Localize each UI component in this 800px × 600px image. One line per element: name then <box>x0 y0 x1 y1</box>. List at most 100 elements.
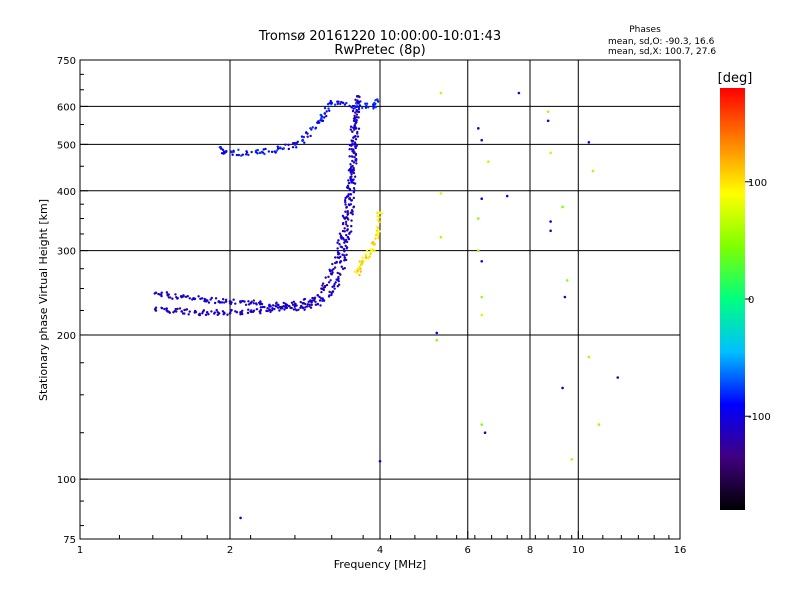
data-point <box>338 232 342 235</box>
data-point <box>349 211 353 214</box>
data-point <box>165 307 168 310</box>
data-point <box>480 423 484 426</box>
data-point <box>293 304 297 307</box>
data-point <box>291 303 295 307</box>
data-point <box>347 212 350 215</box>
data-point <box>357 127 361 130</box>
data-point <box>174 293 177 296</box>
data-point <box>281 307 284 310</box>
data-point <box>160 307 164 310</box>
data-point <box>188 297 191 300</box>
data-point <box>351 213 354 216</box>
data-point <box>266 309 269 313</box>
data-point <box>354 135 357 138</box>
data-point <box>561 205 564 209</box>
data-point <box>355 108 358 112</box>
data-point <box>336 278 339 281</box>
data-point <box>355 119 358 122</box>
y-axis-label: Stationary phase Virtual Height [km] <box>37 199 50 401</box>
data-point <box>435 338 439 342</box>
data-point <box>268 305 271 308</box>
data-point <box>256 148 259 152</box>
data-point <box>204 313 208 317</box>
data-point <box>378 230 381 233</box>
data-point <box>165 309 168 312</box>
data-point <box>563 295 567 299</box>
data-point <box>243 300 246 303</box>
data-point <box>255 307 259 311</box>
data-point <box>374 237 377 240</box>
data-point <box>329 269 332 273</box>
data-point <box>244 303 248 307</box>
data-point <box>310 301 313 304</box>
data-point <box>364 253 367 256</box>
data-point <box>372 248 375 251</box>
data-point <box>343 254 346 257</box>
data-point <box>309 134 312 138</box>
data-point <box>339 102 342 106</box>
data-point <box>223 312 226 315</box>
data-point <box>549 220 552 223</box>
chart-title: Tromsø 20161220 10:00:00-10:01:43 <box>258 29 501 44</box>
data-point <box>173 310 176 313</box>
data-point <box>261 305 264 309</box>
data-point <box>254 302 258 305</box>
data-point <box>247 153 250 157</box>
data-point <box>153 292 156 295</box>
data-point <box>216 310 219 314</box>
data-point <box>263 152 266 156</box>
data-point <box>350 173 353 176</box>
data-point <box>262 148 265 151</box>
data-point <box>327 281 331 284</box>
data-point <box>330 293 333 297</box>
data-point <box>355 102 358 105</box>
data-point <box>337 239 340 242</box>
phases-x-stats: mean, sd,X: 100.7, 27.6 <box>608 47 716 57</box>
data-point <box>352 171 356 175</box>
x-tick-label: 1 <box>77 545 83 556</box>
colorbar <box>720 88 745 510</box>
data-point <box>160 294 163 298</box>
data-point <box>477 249 480 252</box>
data-point <box>340 100 343 104</box>
data-point <box>282 305 285 308</box>
data-point <box>368 255 371 258</box>
data-point <box>320 287 323 290</box>
data-point <box>158 293 162 296</box>
data-point <box>163 307 166 311</box>
data-point <box>311 126 314 129</box>
data-point <box>364 256 368 259</box>
y-tick-label: 100 <box>57 475 76 486</box>
data-point <box>244 153 248 156</box>
data-point <box>171 297 174 300</box>
phases-o-stats: mean, sd,O: -90.3, 16.6 <box>608 37 715 47</box>
data-point <box>339 260 343 263</box>
data-point <box>221 310 225 313</box>
data-point <box>380 212 384 215</box>
data-point <box>303 308 306 311</box>
data-point <box>352 161 356 164</box>
data-point <box>350 175 353 178</box>
data-point <box>346 224 349 228</box>
data-point <box>230 150 233 154</box>
data-point <box>348 147 351 151</box>
data-point <box>182 295 185 298</box>
data-point <box>373 101 376 105</box>
data-point <box>356 135 360 138</box>
data-point <box>270 150 274 154</box>
data-point <box>350 230 353 233</box>
data-point <box>306 303 310 306</box>
data-point <box>279 146 282 149</box>
data-point <box>346 184 350 188</box>
data-point <box>346 235 350 239</box>
colorbar-ticks: 100 0 -100 <box>745 178 771 423</box>
data-point <box>290 301 294 305</box>
data-point <box>361 106 364 110</box>
data-point <box>245 150 248 153</box>
data-point <box>353 175 357 178</box>
data-point <box>284 143 287 146</box>
data-point <box>314 126 318 130</box>
data-point <box>333 287 336 290</box>
data-point <box>345 195 349 199</box>
